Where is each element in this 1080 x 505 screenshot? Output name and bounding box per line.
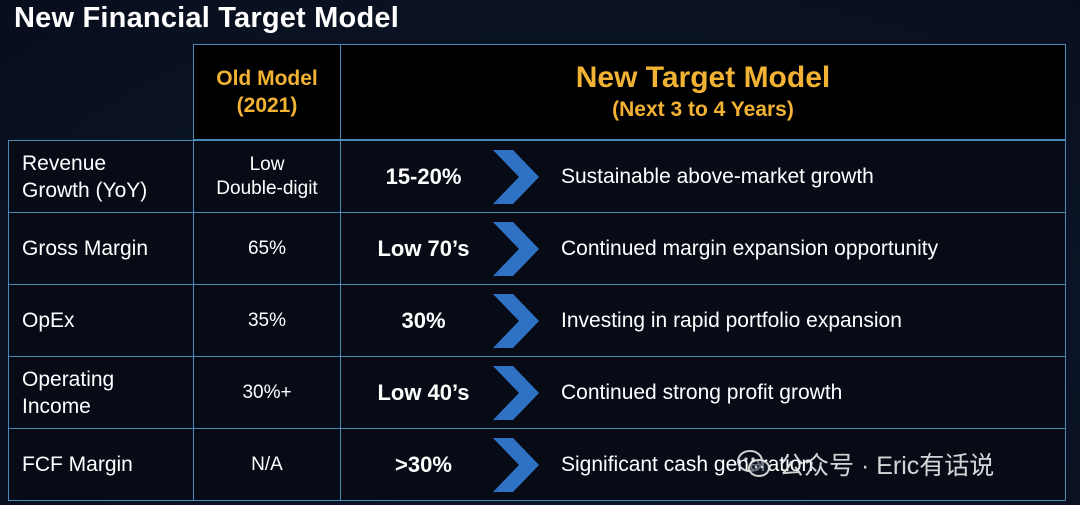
old-model-header: Old Model (2021) (193, 44, 341, 140)
old-model-header-line1: Old Model (216, 67, 318, 90)
old-model-value: N/A (193, 428, 341, 501)
financial-target-table: Old Model (2021) New Target Model (Next … (8, 44, 1066, 503)
chevron-right-icon (493, 294, 539, 348)
watermark: 公众号 · Eric有话说 (737, 446, 994, 482)
watermark-text: 公众号 · Eric有话说 (779, 452, 995, 480)
old-value-line2: Double-digit (216, 177, 318, 199)
table-row: Operating Income 30%+ Low 40’s Continued … (8, 356, 1066, 429)
metric-label-line1: Revenue (22, 151, 107, 175)
metric-label-line1: FCF Margin (22, 453, 133, 476)
metric-label: Operating Income (8, 356, 194, 429)
chevron-right-icon (493, 222, 539, 276)
old-model-value: Low Double-digit (193, 140, 341, 213)
target-description: Sustainable above-market growth (561, 164, 874, 188)
wechat-icon (737, 450, 770, 477)
slide-title: New Financial Target Model (14, 2, 399, 34)
old-model-value: 30%+ (193, 356, 341, 429)
new-model-cell: Low 40’s Continued strong profit growth (340, 356, 1066, 429)
target-value: 15-20% (385, 163, 462, 189)
metric-label-line2: Income (22, 394, 91, 418)
target-value: Low 40’s (377, 379, 470, 405)
metric-label: Revenue Growth (YoY) (8, 140, 194, 213)
metric-label-line1: OpEx (22, 309, 75, 332)
new-model-cell: 15-20% Sustainable above-market growth (340, 140, 1066, 213)
old-value-line1: 30%+ (242, 381, 292, 403)
target-description: Continued strong profit growth (561, 380, 843, 404)
table-row: OpEx 35% 30% Investing in rapid portfoli… (8, 284, 1066, 357)
target-description: Investing in rapid portfolio expansion (561, 308, 902, 332)
new-model-cell: Low 70’s Continued margin expansion oppo… (340, 212, 1066, 285)
metric-label: FCF Margin (8, 428, 194, 501)
target-value: >30% (395, 451, 452, 477)
metric-label: OpEx (8, 284, 194, 357)
metric-label-line2: Growth (YoY) (22, 178, 148, 202)
old-model-value: 65% (193, 212, 341, 285)
metric-label: Gross Margin (8, 212, 194, 285)
chevron-right-icon (493, 438, 539, 492)
target-value: 30% (401, 307, 446, 333)
chevron-right-icon (493, 366, 539, 420)
old-value-line1: 35% (247, 309, 287, 331)
metric-label-line1: Operating (22, 367, 115, 391)
target-description: Continued margin expansion opportunity (561, 236, 939, 260)
table-row: Revenue Growth (YoY) Low Double-digit 15-2… (8, 140, 1066, 213)
chevron-right-icon (493, 150, 539, 204)
target-value: Low 70’s (377, 235, 470, 261)
new-model-header: New Target Model (Next 3 to 4 Years) (340, 44, 1066, 140)
new-model-header-line2: (Next 3 to 4 Years) (612, 98, 794, 121)
old-value-line1: Low (249, 153, 285, 175)
old-model-header-line2: (2021) (236, 94, 298, 117)
old-value-line1: N/A (251, 453, 283, 475)
metric-label-line1: Gross Margin (22, 237, 149, 260)
table-row: Gross Margin 65% Low 70’s Continued marg… (8, 212, 1066, 285)
new-model-cell: 30% Investing in rapid portfolio expansi… (340, 284, 1066, 357)
new-model-header-line1: New Target Model (575, 61, 831, 94)
old-model-value: 35% (193, 284, 341, 357)
old-value-line1: 65% (247, 237, 287, 259)
